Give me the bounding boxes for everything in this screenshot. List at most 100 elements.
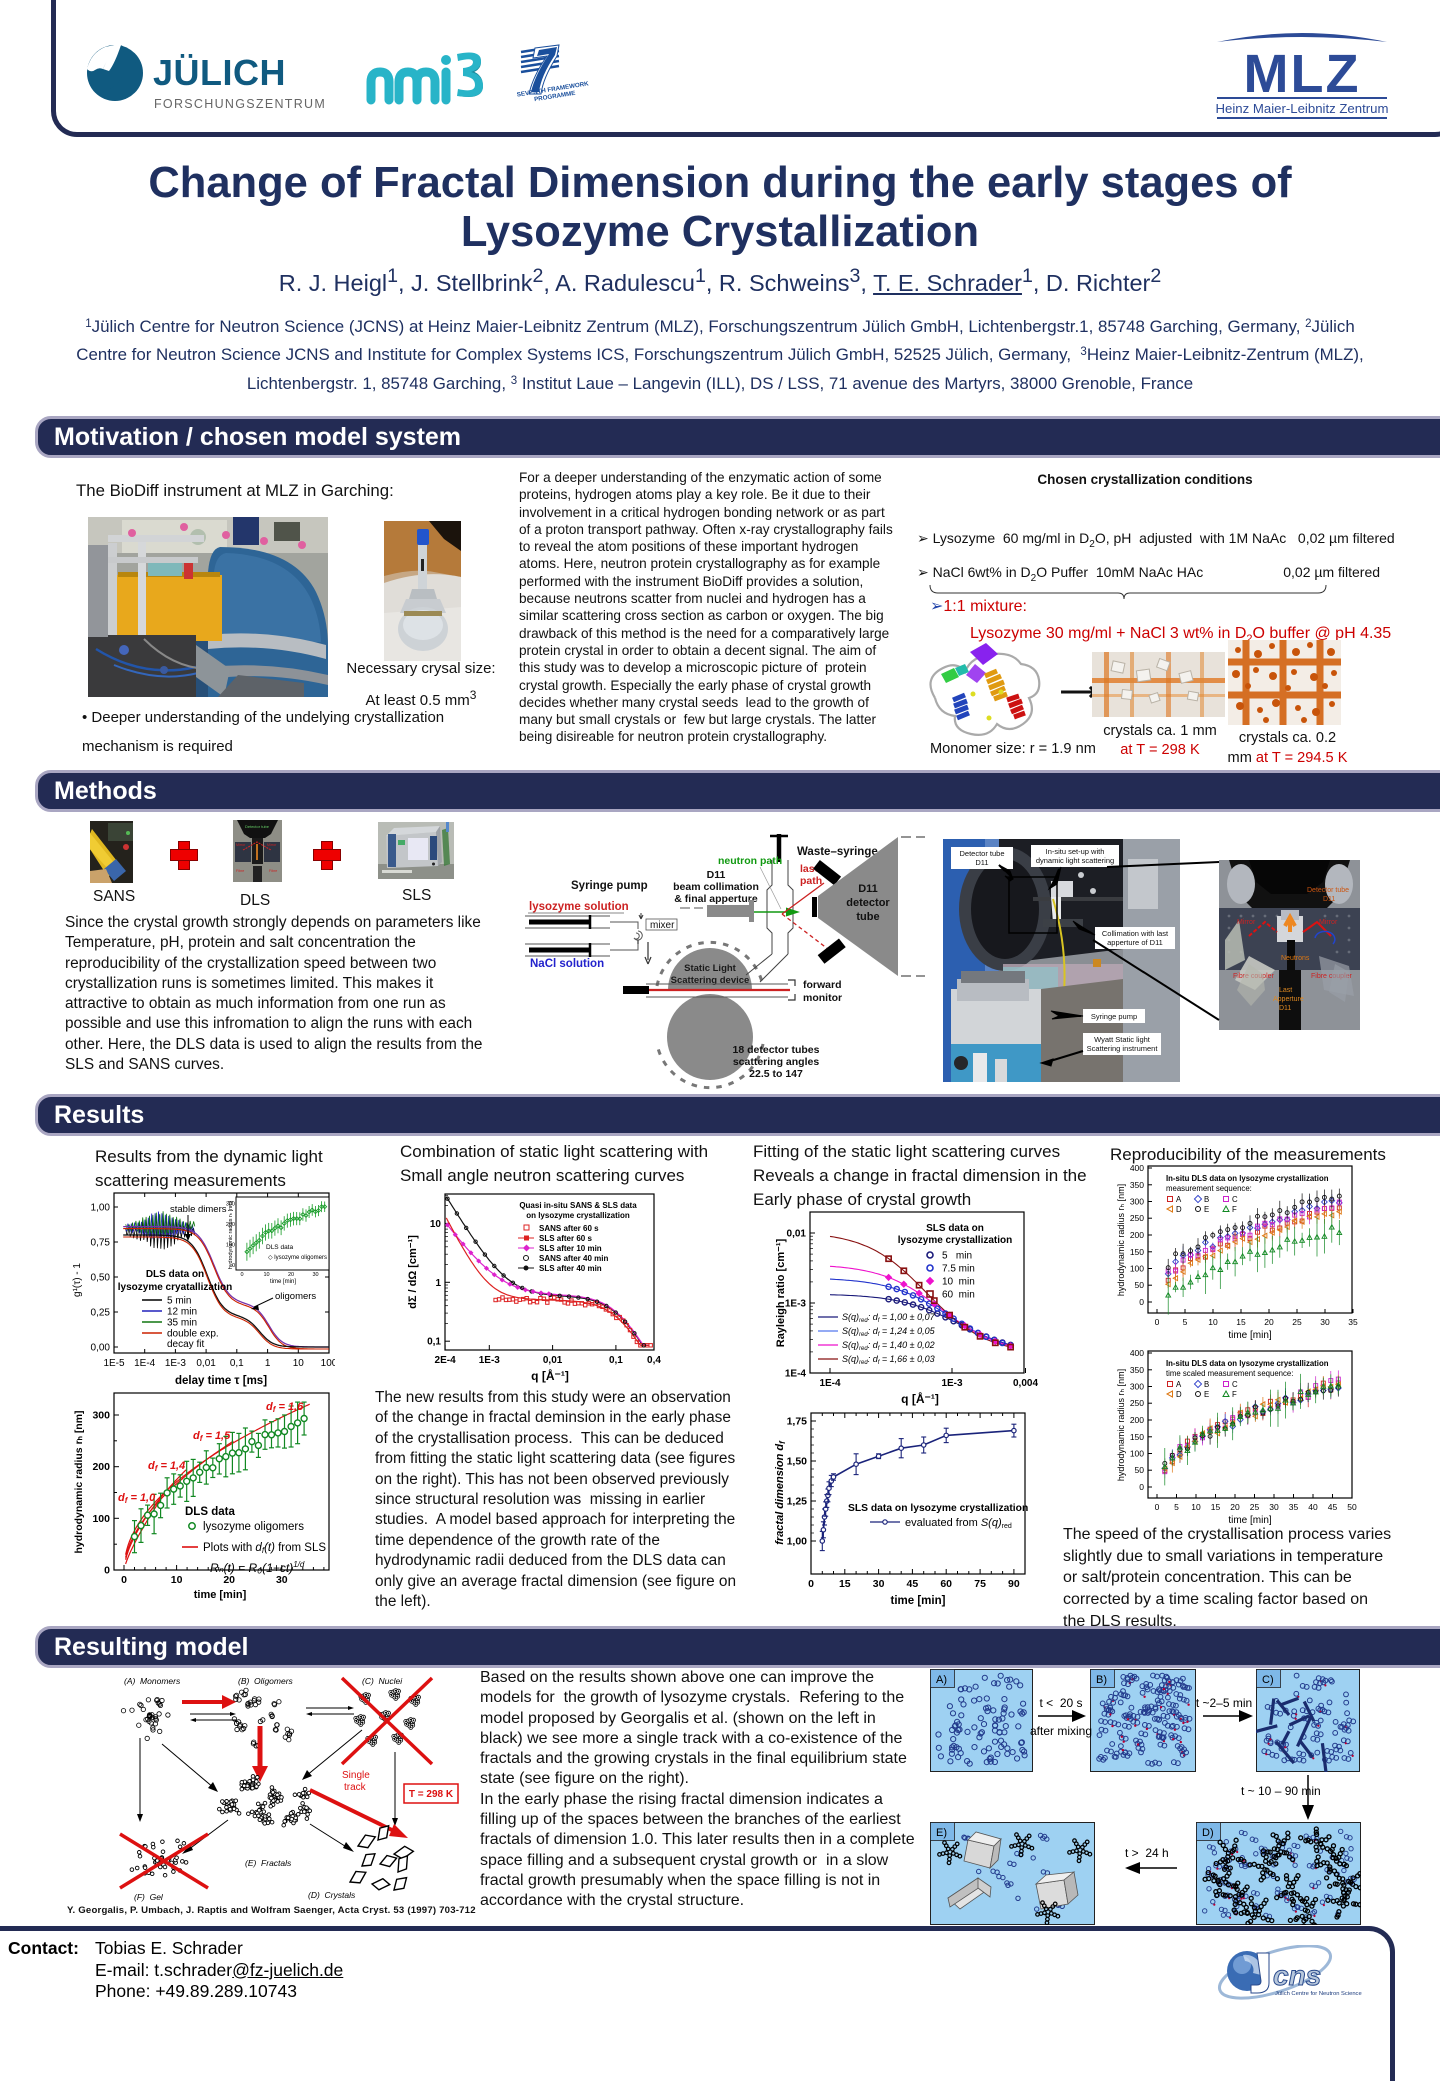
svg-text:q [Å⁻¹]: q [Å⁻¹] [531, 1368, 569, 1383]
svg-text:20: 20 [288, 1272, 294, 1278]
svg-text:1E-3: 1E-3 [785, 1299, 807, 1310]
svg-text:90: 90 [1008, 1578, 1020, 1590]
svg-text:5: 5 [1183, 1317, 1188, 1327]
svg-text:10 min: 10 min [942, 1277, 975, 1288]
svg-text:Scattering device: Scattering device [671, 975, 750, 986]
svg-text:cns: cns [1273, 1960, 1321, 1991]
svg-text:350: 350 [1130, 1180, 1144, 1190]
svg-text:Rayleigh ratio [cm⁻¹]: Rayleigh ratio [cm⁻¹] [775, 1238, 787, 1347]
svg-text:decay fit: decay fit [167, 1339, 204, 1350]
svg-text:hydrodynamic radius rₕ [nm]: hydrodynamic radius rₕ [nm] [1116, 1369, 1126, 1481]
svg-text:0: 0 [104, 1565, 110, 1577]
svg-text:30: 30 [312, 1272, 318, 1278]
svg-text:t < 20 s: t < 20 s [1039, 1696, 1082, 1710]
svg-text:(B) Oligomers: (B) Oligomers [238, 1676, 294, 1686]
svg-text:E: E [1204, 1205, 1209, 1214]
svg-text:Detector tube: Detector tube [1307, 887, 1349, 894]
svg-text:0,4: 0,4 [647, 1355, 661, 1366]
svg-text:75: 75 [974, 1578, 986, 1590]
svg-text:50: 50 [1135, 1280, 1145, 1290]
svg-text:D: D [1176, 1205, 1182, 1214]
svg-text:300: 300 [226, 1202, 235, 1208]
svg-text:stable dimers: stable dimers [170, 1204, 227, 1215]
svg-text:0: 0 [1155, 1502, 1160, 1512]
svg-text:SANS after 60 s: SANS after 60 s [539, 1224, 599, 1233]
svg-text:Heinz Maier-Leibnitz Zentrum: Heinz Maier-Leibnitz Zentrum [1216, 101, 1389, 116]
svg-text:Syringe pump: Syringe pump [1091, 1012, 1137, 1021]
svg-text:25: 25 [1250, 1502, 1260, 1512]
svg-text:df = 1,5: df = 1,5 [193, 1430, 231, 1443]
svg-text:45: 45 [1328, 1502, 1338, 1512]
svg-text:400: 400 [1130, 1163, 1144, 1173]
svg-text:(E) Fractals: (E) Fractals [245, 1858, 292, 1868]
svg-text:100: 100 [226, 1243, 235, 1249]
svg-text:df = 1,6: df = 1,6 [266, 1401, 304, 1414]
svg-text:0,25: 0,25 [91, 1308, 111, 1319]
svg-text:S(q)red: df = 1,24 ± 0,05: S(q)red: df = 1,24 ± 0,05 [842, 1326, 936, 1338]
svg-text:(A) Monomers: (A) Monomers [124, 1676, 181, 1686]
svg-text:22.5 to 147: 22.5 to 147 [749, 1068, 803, 1080]
svg-text:Wyatt Static light: Wyatt Static light [1094, 1035, 1151, 1044]
svg-text:50: 50 [1135, 1465, 1145, 1475]
svg-text:lysozyme crystallization: lysozyme crystallization [898, 1235, 1013, 1246]
svg-text:0: 0 [240, 1272, 243, 1278]
svg-text:after mixing: after mixing [1030, 1724, 1092, 1738]
svg-text:D11: D11 [707, 869, 726, 881]
svg-text:60 min: 60 min [942, 1290, 975, 1301]
svg-text:g¹(τ) - 1: g¹(τ) - 1 [72, 1263, 83, 1297]
svg-text:(C) Nuclei: (C) Nuclei [362, 1676, 403, 1686]
svg-text:Fibre: Fibre [269, 869, 277, 873]
svg-text:neutron path: neutron path [718, 855, 782, 867]
svg-text:18 detector tubes: 18 detector tubes [733, 1044, 820, 1056]
svg-text:0,1: 0,1 [609, 1355, 623, 1366]
svg-text:200: 200 [1130, 1415, 1144, 1425]
svg-text:In-situ set-up with: In-situ set-up with [1046, 847, 1105, 856]
svg-text:double exp.: double exp. [167, 1329, 219, 1340]
svg-text:5 min: 5 min [167, 1296, 191, 1307]
svg-text:B: B [1204, 1195, 1209, 1204]
svg-text:1E-3: 1E-3 [165, 1358, 187, 1369]
svg-text:35: 35 [1289, 1502, 1299, 1512]
svg-text:1E-3: 1E-3 [941, 1378, 963, 1389]
svg-text:Mirror: Mirror [1237, 919, 1256, 926]
svg-text:Fibre: Fibre [236, 869, 244, 873]
svg-text:1E-5: 1E-5 [103, 1358, 125, 1369]
svg-text:1,00: 1,00 [91, 1203, 111, 1214]
svg-text:q [Å⁻¹]: q [Å⁻¹] [901, 1391, 939, 1406]
svg-text:0,50: 0,50 [91, 1273, 111, 1284]
svg-text:Static Light: Static Light [684, 963, 737, 974]
svg-text:DLS data: DLS data [266, 1244, 293, 1251]
svg-text:D11: D11 [975, 858, 988, 867]
svg-text:200: 200 [226, 1222, 235, 1228]
svg-text:dynamic light scattering: dynamic light scattering [1036, 856, 1114, 865]
svg-text:15: 15 [1211, 1502, 1221, 1512]
svg-text:monitor: monitor [803, 992, 842, 1004]
svg-text:(F) Gel: (F) Gel [134, 1892, 164, 1902]
svg-text:S(q)red: df = 1,00 ± 0,07: S(q)red: df = 1,00 ± 0,07 [842, 1312, 936, 1324]
svg-text:mixer: mixer [650, 920, 675, 931]
svg-text:10: 10 [430, 1219, 442, 1230]
svg-text:C: C [1232, 1380, 1238, 1389]
svg-text:60: 60 [940, 1578, 952, 1590]
svg-text:Jülich Centre for Neutron Scie: Jülich Centre for Neutron Science [1275, 1991, 1362, 1997]
svg-text:t ~2–5 min: t ~2–5 min [1196, 1696, 1252, 1710]
svg-text:35: 35 [1348, 1317, 1358, 1327]
svg-text:Detector tube: Detector tube [959, 849, 1004, 858]
svg-text:20: 20 [223, 1574, 235, 1586]
svg-text:S(q)red: df = 1,40 ± 0,02: S(q)red: df = 1,40 ± 0,02 [842, 1340, 935, 1352]
svg-text:150: 150 [1130, 1432, 1144, 1442]
svg-text:7.5 min: 7.5 min [942, 1264, 975, 1275]
svg-text:1E-4: 1E-4 [134, 1358, 156, 1369]
svg-text:5 min: 5 min [942, 1251, 972, 1262]
svg-text:delay time τ [ms]: delay time τ [ms] [175, 1375, 267, 1387]
svg-text:D11: D11 [1279, 1005, 1291, 1012]
svg-text:300: 300 [1130, 1382, 1144, 1392]
svg-text:10: 10 [1208, 1317, 1218, 1327]
svg-text:A: A [1176, 1195, 1182, 1204]
svg-text:SLS data on: SLS data on [926, 1223, 984, 1234]
svg-text:0,004: 0,004 [1013, 1378, 1038, 1389]
svg-text:Mirror: Mirror [267, 843, 277, 847]
svg-text:T = 298 K: T = 298 K [409, 1789, 454, 1800]
svg-text:0: 0 [1139, 1297, 1144, 1307]
svg-text:F: F [1232, 1390, 1237, 1399]
